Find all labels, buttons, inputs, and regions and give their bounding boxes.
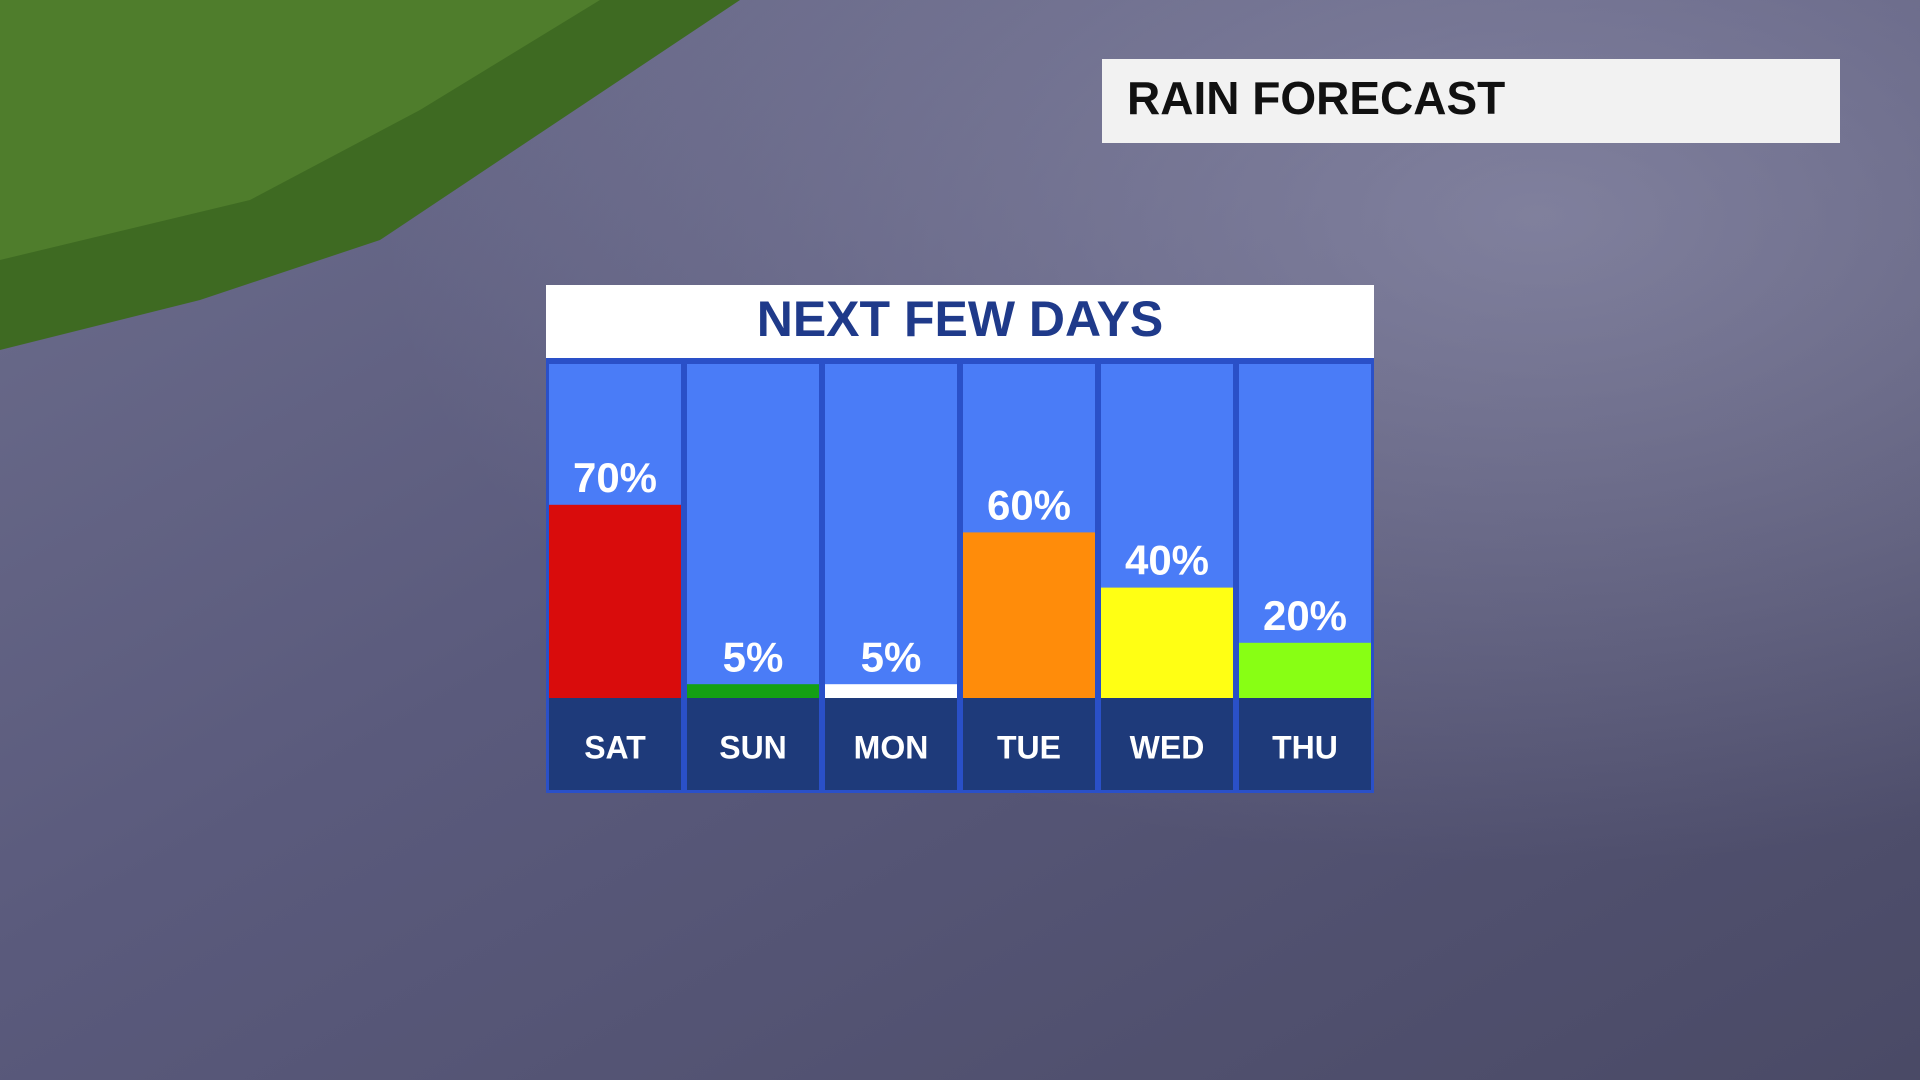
day-box	[687, 698, 819, 790]
bar	[549, 504, 681, 698]
column	[825, 364, 957, 698]
bar	[963, 532, 1095, 698]
header-box	[1102, 59, 1840, 143]
bar	[825, 684, 957, 698]
value-label: 70%	[573, 454, 657, 501]
x-tick-label: SAT	[584, 729, 646, 765]
chart-header	[546, 285, 1374, 358]
header-title: RAIN FORECAST	[1127, 72, 1505, 124]
x-tick-label: TUE	[997, 729, 1061, 765]
x-tick-label: WED	[1130, 729, 1205, 765]
day-box	[1239, 698, 1371, 790]
chart-panel	[546, 285, 1374, 793]
x-tick-label: THU	[1272, 729, 1338, 765]
value-label: 5%	[723, 633, 784, 680]
column	[687, 364, 819, 698]
value-label: 40%	[1125, 537, 1209, 584]
value-label: 20%	[1263, 592, 1347, 639]
grass-light	[0, 0, 600, 260]
column	[1239, 364, 1371, 698]
value-label: 5%	[861, 633, 922, 680]
day-box	[963, 698, 1095, 790]
value-label: 60%	[987, 481, 1071, 528]
bar	[1239, 642, 1371, 698]
bar	[687, 684, 819, 698]
day-box	[825, 698, 957, 790]
bar	[1101, 587, 1233, 698]
x-tick-label: MON	[854, 729, 929, 765]
chart-title: NEXT FEW DAYS	[757, 291, 1164, 347]
day-box	[1101, 698, 1233, 790]
day-box	[549, 698, 681, 790]
x-tick-label: SUN	[719, 729, 787, 765]
